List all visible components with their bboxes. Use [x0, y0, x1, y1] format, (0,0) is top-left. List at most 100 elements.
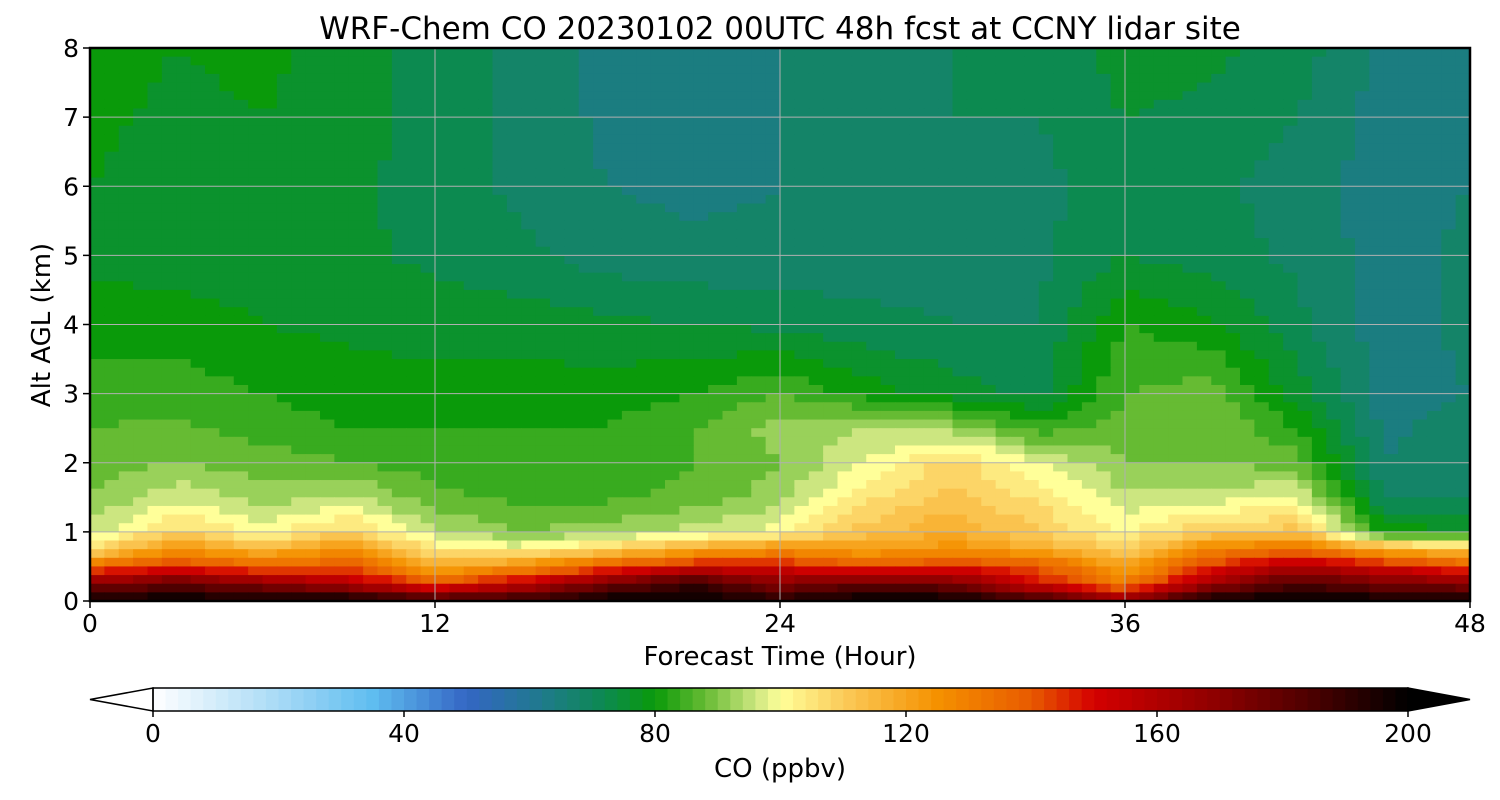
field-cell [751, 143, 767, 153]
field-cell [1096, 324, 1112, 334]
field-cell [895, 238, 910, 248]
field-cell [391, 82, 407, 92]
field-cell [1196, 289, 1212, 300]
field-cell [276, 298, 292, 308]
field-cell [1441, 151, 1457, 161]
field-cell [823, 48, 839, 58]
field-cell [636, 48, 652, 58]
field-cell [564, 220, 580, 231]
field-cell [1283, 91, 1299, 101]
field-cell [348, 73, 364, 84]
field-cell [377, 410, 393, 421]
field-cell [808, 324, 824, 334]
field-cell [550, 143, 565, 153]
field-cell [966, 402, 982, 412]
field-cell [1081, 272, 1097, 282]
field-cell [535, 168, 551, 179]
field-cell [1110, 264, 1126, 274]
field-cell [463, 56, 479, 66]
field-cell [1326, 220, 1342, 231]
field-cell [693, 462, 709, 472]
field-cell [1426, 134, 1442, 144]
field-cell [147, 367, 163, 377]
field-cell [1153, 462, 1169, 472]
field-cell [1196, 203, 1212, 213]
field-cell [133, 99, 149, 110]
field-cell [1326, 315, 1342, 326]
field-cell [1412, 359, 1428, 369]
field-cell [981, 151, 997, 161]
field-cell [1283, 341, 1299, 352]
field-cell [823, 160, 839, 170]
field-cell [895, 315, 910, 326]
field-cell [1067, 99, 1083, 110]
field-cell [1441, 177, 1457, 187]
field-cell [420, 117, 436, 127]
field-cell [650, 341, 666, 352]
field-cell [564, 194, 580, 205]
field-cell [1455, 436, 1471, 447]
field-cell [1240, 125, 1255, 136]
field-cell [1355, 220, 1370, 231]
field-cell [1182, 73, 1198, 84]
field-cell [679, 341, 695, 352]
field-cell [1383, 194, 1399, 205]
field-cell [1383, 117, 1399, 127]
field-cell [334, 168, 350, 179]
field-cell [391, 488, 407, 498]
field-cell [190, 212, 206, 222]
field-cell [406, 255, 422, 265]
field-cell [363, 376, 379, 386]
field-cell [161, 333, 177, 343]
field-cell [880, 160, 896, 170]
field-cell [923, 419, 939, 429]
field-cell [305, 359, 321, 369]
field-cell [1010, 315, 1025, 326]
field-cell [966, 298, 982, 308]
field-cell [736, 143, 752, 153]
field-cell [133, 281, 149, 291]
field-cell [621, 315, 637, 326]
field-cell [607, 307, 623, 317]
field-cell [665, 134, 680, 144]
field-cell [837, 125, 853, 136]
field-cell [90, 462, 105, 472]
field-cell [607, 56, 623, 66]
field-cell [1283, 160, 1299, 170]
field-cell [1297, 298, 1313, 308]
field-cell [607, 384, 623, 395]
field-cell [478, 264, 494, 274]
field-cell [708, 281, 724, 291]
field-cell [205, 454, 220, 464]
field-cell [909, 428, 925, 438]
field-cell [219, 143, 235, 153]
field-cell [147, 324, 163, 334]
field-cell [1340, 488, 1356, 498]
field-cell [1024, 91, 1040, 101]
field-cell [320, 160, 335, 170]
field-cell [708, 402, 724, 412]
field-cell [578, 99, 594, 110]
field-cell [291, 134, 307, 144]
field-cell [837, 462, 853, 472]
field-cell [808, 238, 824, 248]
field-cell [535, 376, 551, 386]
field-cell [1168, 177, 1184, 187]
field-cell [391, 56, 407, 66]
field-cell [104, 73, 120, 84]
field-cell [851, 143, 867, 153]
field-cell [1211, 471, 1227, 481]
field-cell [679, 203, 695, 213]
field-cell [938, 480, 954, 490]
field-cell [190, 281, 206, 291]
field-cell [708, 367, 724, 377]
field-cell [291, 384, 307, 395]
field-cell [1081, 212, 1097, 222]
field-cell [435, 99, 450, 110]
field-cell [1254, 315, 1270, 326]
field-cell [909, 151, 925, 161]
field-cell [449, 117, 465, 127]
field-cell [1010, 99, 1025, 110]
field-cell [435, 333, 450, 343]
field-cell [90, 272, 105, 282]
